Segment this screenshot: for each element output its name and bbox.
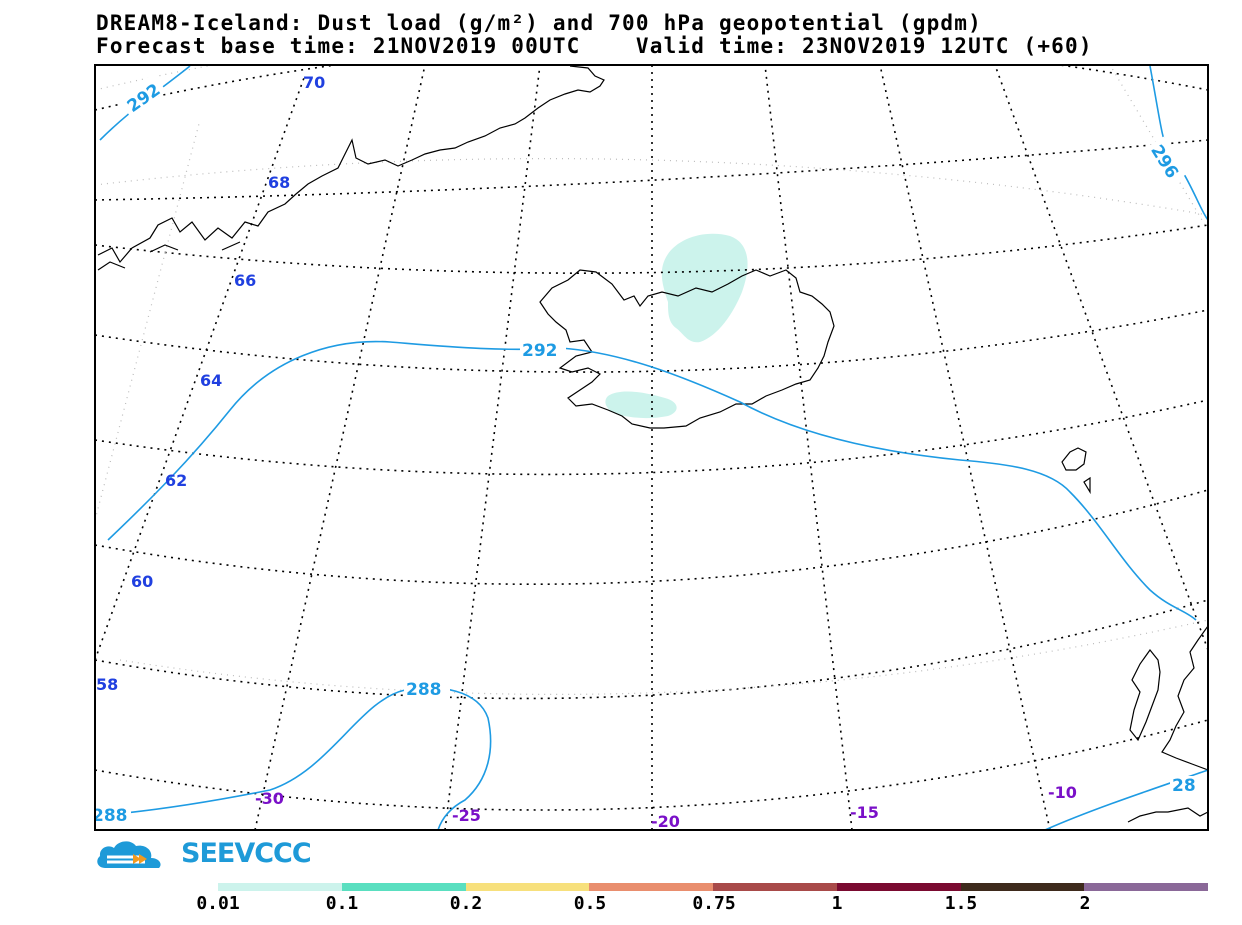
contour-label: 28 [1172,776,1196,796]
iceland-coast [539,269,835,429]
map-title: DREAM8-Iceland: Dust load (g/m²) and 700… [96,11,982,35]
longitude-label: -15 [850,803,879,822]
faroe-islands [1061,447,1091,495]
longitude-label: -25 [452,806,481,825]
contour-288-center [104,687,492,830]
seevccc-logo: SEEVCCC [93,836,312,872]
dust-area-south-iceland [605,391,677,419]
colorbar-tick-label: 0.5 [573,893,607,914]
contour-label: 288 [406,680,442,700]
dust-area-north-iceland [661,233,748,343]
longitude-label: -20 [651,812,680,831]
colorbar-segment [465,883,590,891]
colorbar-segment [1084,883,1208,891]
colorbar-segment [960,883,1085,891]
colorbar-tick-label: 0.2 [449,893,483,914]
colorbar-tick-label: 2 [1079,893,1091,914]
colorbar-segment [589,883,713,891]
contour-label: 292 [522,341,558,361]
latitude-label: 64 [200,371,222,390]
latitude-label: 62 [165,471,187,490]
dust-load-shading [605,233,748,419]
contour-label: 288 [92,806,128,826]
colorbar-segment [341,883,466,891]
scotland-coast [1127,625,1208,823]
longitude-label: -10 [1048,783,1077,802]
colorbar-tick-label: 1.5 [944,893,978,914]
colorbar-segment [836,883,961,891]
longitude-label: -30 [255,789,284,808]
latitude-label: 70 [303,73,325,92]
colorbar-tick-label: 0.75 [692,893,736,914]
logo-text: SEEVCCC [181,838,312,869]
latitude-label: 66 [234,271,256,290]
greenland-coast [97,65,605,271]
contour-292-main [107,340,1197,621]
cloud-icon [97,841,161,868]
geopotential-contours [99,65,1208,830]
colorbar-tick-label: 0.1 [325,893,359,914]
coastlines [97,65,1208,823]
latitude-gridlines [95,65,1208,811]
longitude-gridlines [95,65,1208,830]
latitude-label: 58 [96,675,118,694]
colorbar-tick-label: 0.01 [196,893,240,914]
forecast-time-subtitle: Forecast base time: 21NOV2019 00UTC Vali… [96,34,1093,58]
dust-load-colorbar [218,883,1208,891]
colorbar-tick-label: 1 [831,893,843,914]
latitude-label: 60 [131,572,153,591]
latitude-label: 68 [268,173,290,192]
colorbar-segment [713,883,837,891]
map-frame [94,64,1209,831]
colorbar-segment [218,883,342,891]
